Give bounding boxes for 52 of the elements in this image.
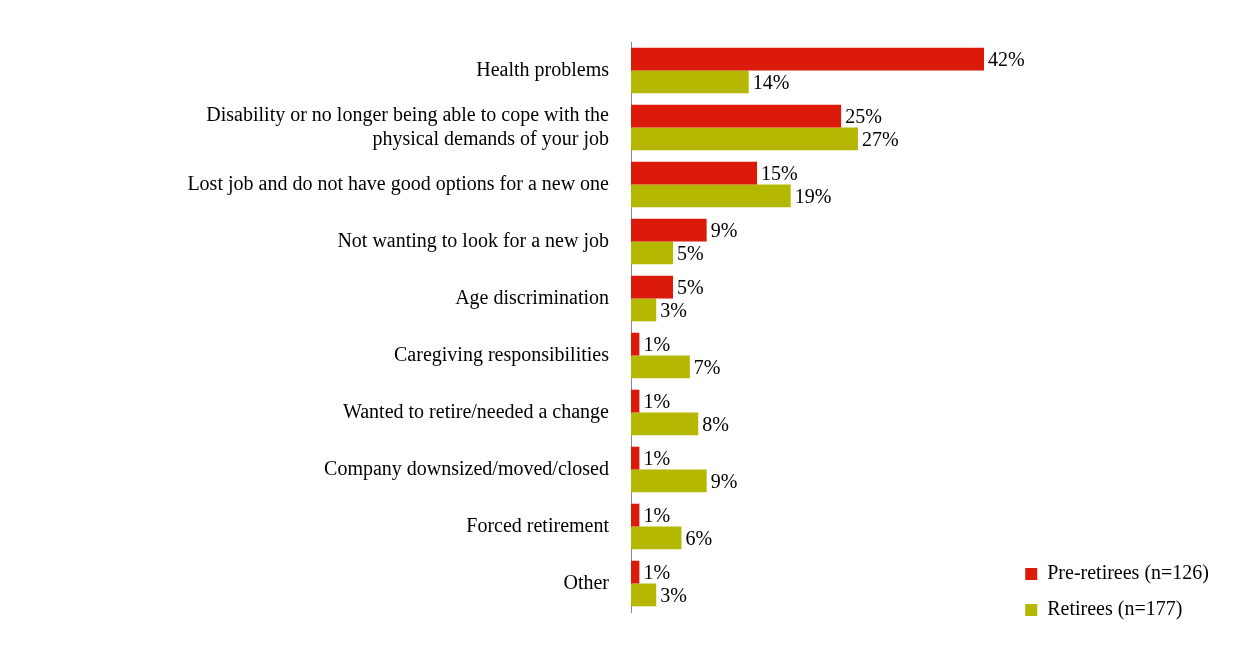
bar bbox=[631, 355, 690, 379]
y-tick-label: Disability or no longer being able to cope with the physical demands of your job bbox=[206, 102, 610, 150]
bar bbox=[631, 560, 640, 584]
bar bbox=[631, 275, 674, 299]
bar bbox=[631, 298, 657, 322]
y-tick-label: Other bbox=[563, 570, 610, 593]
data-label: 3% bbox=[660, 584, 687, 607]
data-label: 1% bbox=[643, 447, 671, 470]
y-tick-label: Lost job and do not have good options for a new one bbox=[187, 171, 610, 195]
y-tick-label: Age discrimination bbox=[455, 285, 609, 309]
bar bbox=[631, 503, 640, 527]
data-label: 5% bbox=[677, 276, 704, 299]
y-tick-label: Forced retirement bbox=[466, 513, 610, 536]
bar bbox=[631, 104, 842, 128]
data-label: 9% bbox=[710, 219, 738, 242]
y-tick-label: Health problems bbox=[476, 57, 610, 81]
bar bbox=[631, 127, 858, 151]
bar bbox=[631, 241, 674, 265]
data-label: 19% bbox=[794, 185, 832, 208]
data-label: 27% bbox=[861, 128, 899, 151]
bar bbox=[631, 526, 682, 550]
data-label: 9% bbox=[710, 470, 738, 493]
data-label: 1% bbox=[643, 561, 671, 584]
bar bbox=[631, 161, 758, 185]
data-label: 7% bbox=[693, 356, 721, 379]
y-tick-label: Wanted to retire/needed a change bbox=[342, 399, 610, 423]
bar bbox=[631, 184, 791, 208]
bar bbox=[631, 70, 749, 94]
data-label: 3% bbox=[660, 299, 687, 322]
bar bbox=[631, 583, 657, 607]
bar bbox=[631, 469, 707, 493]
data-label: 5% bbox=[677, 242, 704, 265]
data-label: 42% bbox=[988, 48, 1025, 71]
data-label: 1% bbox=[643, 504, 671, 527]
data-label: 1% bbox=[643, 333, 671, 356]
y-tick-label: Not wanting to look for a new job bbox=[337, 228, 609, 252]
data-label: 6% bbox=[685, 527, 713, 550]
bar bbox=[631, 446, 640, 470]
legend-label: Pre-retirees (n=126) bbox=[1047, 561, 1210, 585]
bar bbox=[631, 389, 640, 413]
y-tick-label: Caregiving responsibilities bbox=[394, 342, 610, 366]
data-label: 15% bbox=[761, 162, 798, 185]
data-label: 1% bbox=[643, 390, 671, 413]
data-label: 8% bbox=[702, 413, 729, 436]
legend-label: Retirees (n=177) bbox=[1047, 597, 1183, 621]
bar bbox=[631, 332, 640, 356]
bar bbox=[631, 412, 699, 436]
data-label: 14% bbox=[752, 71, 790, 94]
y-tick-label: Company downsized/moved/closed bbox=[324, 456, 609, 480]
data-label: 25% bbox=[845, 105, 882, 128]
bar bbox=[631, 47, 985, 71]
bar bbox=[631, 218, 707, 242]
